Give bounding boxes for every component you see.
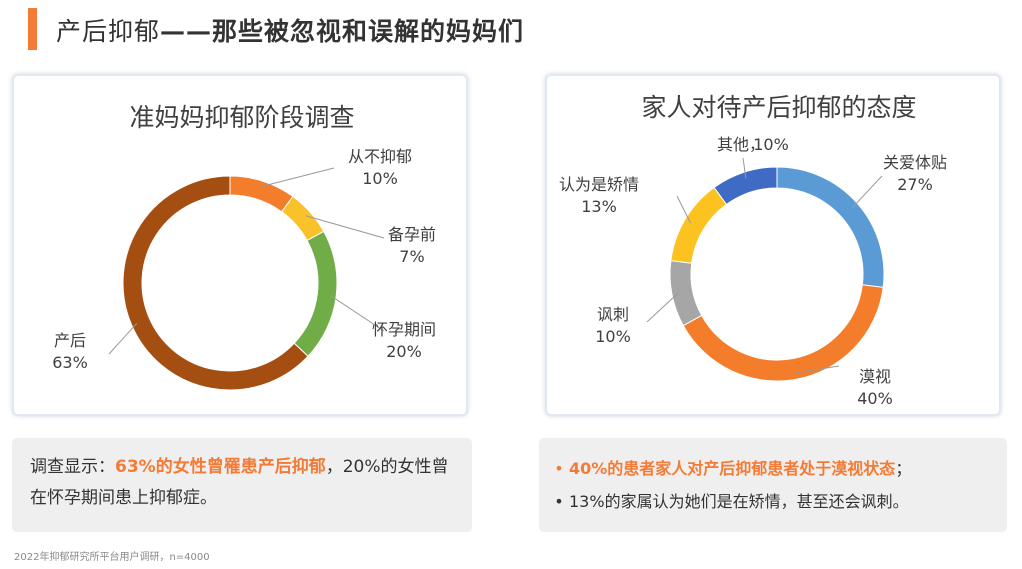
slice-category-label: 产后: [54, 331, 86, 350]
source-note: 2022年抑郁研究所平台用户调研，n=4000: [14, 552, 210, 563]
summary-left-rest: ，20%的女性曾在怀孕期间患上抑郁症。: [30, 457, 449, 508]
summary-right-item-2-text: 13%的家属认为她们是在矫情，甚至还会讽刺。: [569, 492, 909, 511]
leader-line: [305, 215, 385, 239]
summary-box-right: • 40%的患者家人对产后抑郁患者处于漠视状态； • 13%的家属认为她们是在矫情，…: [539, 438, 1007, 532]
slice-category-label: 备孕前: [388, 225, 436, 244]
donut-slice-2-2: [682, 284, 884, 382]
slice-value-label: 63%: [52, 353, 88, 372]
leader-line: [795, 365, 840, 374]
leader-line: [261, 167, 335, 187]
chart-title: 家人对待产后抑郁的态度: [641, 93, 916, 122]
leader-line: [108, 322, 138, 355]
donut-slice-2-4: [670, 186, 728, 264]
slide-title: 产后抑郁——那些被忽视和误解的妈妈们: [56, 12, 524, 48]
summary-left-highlight: 63%的女性曾罹患产后抑郁: [115, 457, 326, 477]
bullet-icon: •: [554, 492, 564, 511]
slice-category-label: 其他，: [717, 135, 765, 154]
leader-line: [330, 295, 385, 332]
slice-value-label: 10%: [595, 327, 631, 346]
slice-category-label: 怀孕期间: [372, 320, 436, 339]
summary-right-item-1: • 40%的患者家人对产后抑郁患者处于漠视状态；: [549, 452, 1007, 485]
summary-box-left: 调查显示：63%的女性曾罹患产后抑郁，20%的女性曾在怀孕期间患上抑郁症。: [12, 438, 472, 532]
summary-left-prefix: 调查显示：: [30, 457, 115, 477]
donut-slice-2-3: [669, 260, 703, 327]
summary-right-item-2: • 13%的家属认为她们是在矫情，甚至还会讽刺。: [549, 485, 1007, 518]
donut-slice-1-3: [293, 230, 338, 357]
slide-title-subtitle: 那些被忽视和误解的妈妈们: [212, 17, 525, 46]
donut-slice-2-1: [776, 166, 885, 288]
slice-category-label: 从不抑郁: [348, 147, 412, 166]
leader-line: [852, 175, 883, 208]
slice-category-label: 认为是矫情: [559, 175, 639, 194]
slice-value-label: 13%: [581, 197, 617, 216]
slice-category-label: 讽刺: [597, 305, 629, 324]
slice-value-label: 27%: [897, 175, 933, 194]
donut-slice-1-4: [122, 175, 309, 391]
chart-card-depression-stage: 准妈妈抑郁阶段调查从不抑郁 10% 备孕前 7% 怀孕期间 20% 产后 63%: [12, 74, 468, 416]
leader-line: [676, 195, 691, 224]
slice-category-label: 关爱体贴: [883, 153, 947, 172]
donut-chart-family-attitude: 家人对待产后抑郁的态度关爱体贴27%漠视40%讽刺10%认为是矫情13%其他，1…: [559, 93, 947, 408]
slice-value-label: 10%: [753, 135, 789, 154]
slice-category-label: 漠视: [859, 367, 891, 386]
chart-card-family-attitude: 家人对待产后抑郁的态度 关爱体贴 27% 漠视 40% 讽刺 10% 认为是矫情 13% 其他， 1…: [545, 74, 1001, 416]
slice-value-label: 40%: [857, 389, 893, 408]
summary-right-item-1-end: ；: [895, 459, 912, 478]
slice-value-label: 10%: [362, 169, 398, 188]
chart-title: 准妈妈抑郁阶段调查: [129, 103, 354, 132]
title-accent-bar: [28, 8, 37, 50]
bullet-icon: •: [554, 459, 564, 478]
slice-value-label: 7%: [399, 247, 424, 266]
donut-slice-1-2: [281, 195, 325, 242]
slice-value-label: 20%: [386, 342, 422, 361]
donut-slice-2-5: [713, 166, 778, 206]
donut-slice-1-1: [229, 175, 294, 213]
slide-title-dash: ——: [160, 17, 213, 46]
leader-line: [646, 292, 679, 323]
leader-line: [742, 157, 747, 179]
slide-title-topic: 产后抑郁: [56, 17, 161, 46]
summary-right-item-1-highlight: 40%的患者家人对产后抑郁患者处于漠视状态: [569, 459, 896, 478]
